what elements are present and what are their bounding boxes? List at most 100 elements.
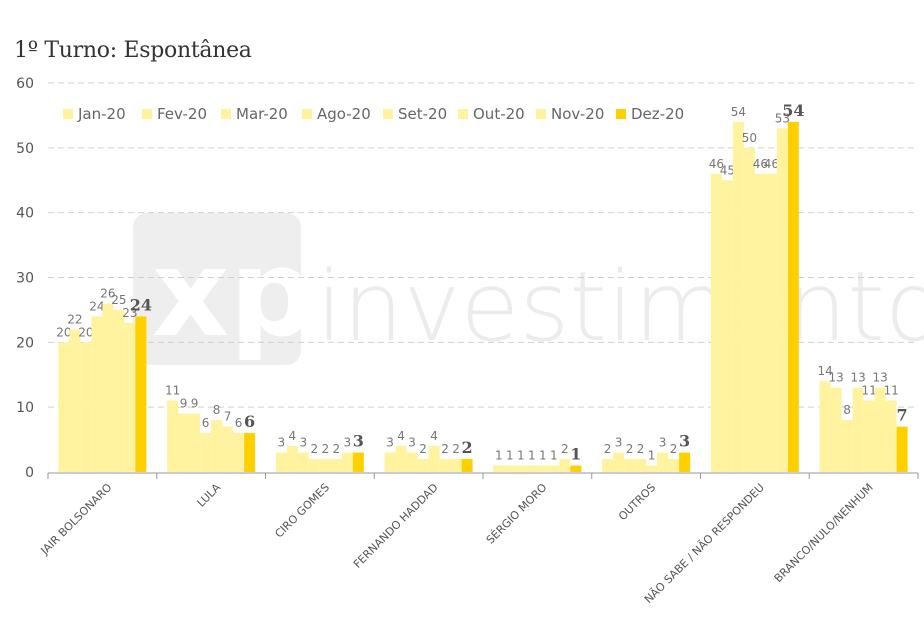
data-label: 3 bbox=[386, 436, 394, 450]
bar bbox=[450, 459, 462, 472]
category-label: LULA bbox=[195, 481, 224, 510]
data-label: 2 bbox=[322, 442, 330, 456]
legend-label: Jan-20 bbox=[77, 105, 126, 123]
bar bbox=[515, 465, 527, 472]
bar bbox=[275, 452, 287, 472]
data-label: 3 bbox=[408, 436, 416, 450]
bar bbox=[428, 446, 440, 472]
data-label: 54 bbox=[782, 101, 804, 120]
bar bbox=[613, 452, 625, 472]
data-label: 2 bbox=[670, 442, 678, 456]
data-label: 2 bbox=[441, 442, 449, 456]
legend-label: Fev-20 bbox=[157, 105, 207, 123]
data-label: 22 bbox=[67, 312, 82, 326]
bar bbox=[167, 400, 179, 472]
bar bbox=[710, 173, 722, 472]
data-label: 24 bbox=[130, 295, 152, 314]
bar bbox=[461, 459, 473, 472]
bar bbox=[308, 459, 320, 472]
legend-label: Nov-20 bbox=[551, 105, 604, 123]
legend-label: Ago-20 bbox=[317, 105, 371, 123]
data-label: 13 bbox=[872, 371, 887, 385]
bar bbox=[222, 426, 234, 472]
category-label: CIRO GOMES bbox=[272, 481, 332, 541]
data-label: 2 bbox=[462, 438, 473, 457]
legend-label: Dez-20 bbox=[631, 105, 684, 123]
bar bbox=[819, 381, 831, 472]
bar bbox=[787, 121, 799, 473]
y-tick-label: 50 bbox=[16, 141, 34, 157]
y-tick-label: 20 bbox=[16, 335, 34, 351]
category-label: FERNANDO HADDAD bbox=[351, 481, 441, 571]
y-tick-label: 0 bbox=[25, 465, 34, 481]
data-label: 2 bbox=[637, 442, 645, 456]
bar bbox=[124, 322, 136, 472]
bar bbox=[211, 420, 223, 472]
legend-swatch bbox=[383, 109, 393, 119]
data-label: 2 bbox=[604, 442, 612, 456]
bar bbox=[885, 400, 897, 472]
bar bbox=[189, 413, 201, 472]
legend-swatch bbox=[63, 109, 73, 119]
bar bbox=[526, 465, 538, 472]
data-label: 3 bbox=[344, 436, 352, 450]
legend-swatch bbox=[536, 109, 546, 119]
y-tick-label: 30 bbox=[16, 271, 34, 287]
data-label: 25 bbox=[111, 293, 126, 307]
data-label: 3 bbox=[278, 436, 286, 450]
data-label: 8 bbox=[213, 403, 221, 417]
category-label: BRANCO/NULO/NENHUM bbox=[772, 481, 876, 585]
bar bbox=[200, 433, 212, 472]
data-label: 4 bbox=[289, 429, 297, 443]
category-label: OUTROS bbox=[616, 481, 658, 523]
bar bbox=[80, 342, 92, 472]
bar bbox=[548, 465, 560, 472]
category-label: JAIR BOLSONARO bbox=[38, 481, 115, 558]
bar bbox=[91, 316, 103, 472]
data-label: 6 bbox=[202, 416, 210, 430]
y-tick-label: 40 bbox=[16, 206, 34, 222]
bar bbox=[852, 387, 864, 472]
bar bbox=[624, 459, 636, 472]
bar bbox=[570, 465, 582, 472]
data-label: 20 bbox=[56, 325, 71, 339]
data-label: 53 bbox=[775, 111, 790, 125]
watermark-xp-text: xp bbox=[152, 225, 315, 364]
data-label: 26 bbox=[100, 286, 115, 300]
bar bbox=[743, 147, 755, 473]
legend-swatch bbox=[221, 109, 231, 119]
bar bbox=[330, 459, 342, 472]
legend-swatch bbox=[458, 109, 468, 119]
bar bbox=[679, 452, 691, 472]
data-label: 11 bbox=[883, 384, 898, 398]
bar bbox=[384, 452, 396, 472]
data-label: 7 bbox=[897, 406, 908, 425]
chart-title: 1º Turno: Espontânea bbox=[14, 38, 252, 63]
bar bbox=[504, 465, 516, 472]
bar bbox=[874, 387, 886, 472]
data-label: 4 bbox=[430, 429, 438, 443]
y-tick-label: 10 bbox=[16, 400, 34, 416]
bar bbox=[765, 173, 777, 472]
data-label: 11 bbox=[861, 384, 876, 398]
bar bbox=[668, 459, 680, 472]
legend-label: Mar-20 bbox=[236, 105, 288, 123]
y-tick-label: 60 bbox=[16, 76, 34, 92]
bar bbox=[559, 459, 571, 472]
watermark-investimentos-text: investimentos bbox=[316, 251, 924, 363]
bar bbox=[635, 459, 647, 472]
data-label: 14 bbox=[817, 364, 832, 378]
data-label: 8 bbox=[843, 403, 851, 417]
bar bbox=[406, 452, 418, 472]
data-label: 4 bbox=[397, 429, 405, 443]
data-label: 2 bbox=[452, 442, 460, 456]
data-label: 1 bbox=[528, 449, 536, 463]
legend-label: Out-20 bbox=[473, 105, 525, 123]
bar bbox=[732, 121, 744, 473]
bar bbox=[657, 452, 669, 472]
data-label: 50 bbox=[742, 131, 757, 145]
bar bbox=[233, 433, 245, 472]
data-label: 1 bbox=[517, 449, 525, 463]
bar bbox=[395, 446, 407, 472]
bar bbox=[113, 309, 125, 472]
